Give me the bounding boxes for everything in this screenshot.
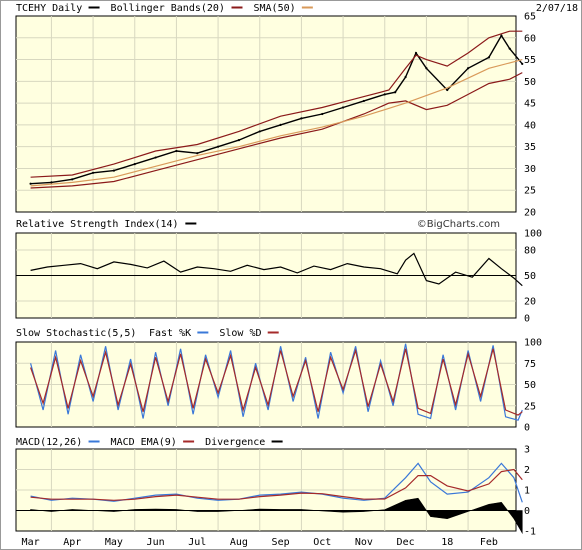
x-tick-label: Sep <box>272 537 290 548</box>
price-data-point <box>521 62 524 66</box>
macd-y-tick-label: 2 <box>524 465 530 476</box>
price-y-tick-label: 60 <box>524 33 536 44</box>
bb_upper-series-line <box>30 30 523 178</box>
x-tick-label: Oct <box>313 537 331 548</box>
x-tick-label: Mar <box>22 537 40 548</box>
price-data-point <box>237 139 241 142</box>
price-y-tick-label: 55 <box>524 55 536 66</box>
price-data-point <box>383 93 386 96</box>
price-y-tick-label: 30 <box>524 164 536 175</box>
macd-y-tick-label: 1 <box>524 486 530 497</box>
price-legend-label: TCEHY Daily <box>16 3 82 14</box>
price-data-point <box>487 56 491 59</box>
macd-y-tick-label: 0 <box>524 506 530 517</box>
price-data-point <box>133 162 136 166</box>
macd-legend-label: MACD EMA(9) <box>111 437 177 448</box>
sma-series-line <box>30 59 523 187</box>
price-data-point <box>362 99 366 103</box>
rsi-y-tick-label: 50 <box>524 271 536 282</box>
price-y-tick-label: 65 <box>524 12 536 23</box>
stoch-legend-label: Slow Stochastic(5,5) <box>16 328 136 339</box>
price-data-point <box>91 171 95 174</box>
price-data-point <box>71 178 74 181</box>
price-series-line <box>30 34 523 185</box>
x-tick-label: Jul <box>188 537 206 548</box>
price-plot-area <box>15 15 517 213</box>
chart-date: 2/07/18 <box>536 3 578 14</box>
price-y-tick-label: 45 <box>524 99 536 110</box>
price-y-tick-label: 50 <box>524 77 536 88</box>
stoch-y-tick-label: 50 <box>524 380 536 391</box>
price-y-tick-label: 25 <box>524 186 536 197</box>
rsi-y-tick-label: 80 <box>524 246 536 257</box>
price-data-point <box>175 149 178 153</box>
price-legend-label: Bollinger Bands(20) <box>111 3 225 14</box>
price-data-point <box>196 152 199 155</box>
price-data-point <box>341 106 345 109</box>
price-y-tick-label: 35 <box>524 142 536 153</box>
price-y-tick-label: 40 <box>524 120 536 131</box>
rsi-y-tick-label: 100 <box>524 229 542 240</box>
macd-legend-label: MACD(12,26) <box>16 437 82 448</box>
x-tick-label: May <box>105 537 123 548</box>
rsi-y-tick-label: 0 <box>524 314 530 325</box>
macd-y-tick-label: 3 <box>524 445 530 456</box>
macd-y-tick-label: -1 <box>524 527 536 538</box>
stoch-y-tick-label: 100 <box>524 338 542 349</box>
price-y-tick-label: 20 <box>524 208 536 219</box>
x-tick-label: Nov <box>355 537 373 548</box>
x-tick-label: Aug <box>230 537 248 548</box>
price-data-point <box>414 51 418 55</box>
price-data-point <box>394 91 397 94</box>
price-data-point <box>258 130 261 133</box>
x-tick-label: 18 <box>441 537 453 548</box>
price-data-point <box>425 67 428 70</box>
stoch-y-tick-label: 75 <box>524 359 536 370</box>
price-data-point <box>154 156 157 159</box>
slowd-series-line <box>30 348 523 416</box>
rsi-legend-label: Relative Strength Index(14) <box>16 219 179 230</box>
stoch-legend-label: Slow %D <box>219 328 261 339</box>
price-data-point <box>508 47 511 50</box>
divergence-area <box>30 497 523 535</box>
price-data-point <box>112 169 116 172</box>
macd_ema-series-line <box>30 468 523 501</box>
price-data-point <box>466 67 470 70</box>
price-data-point <box>446 88 449 92</box>
price-data-point <box>279 123 282 126</box>
x-tick-label: Jun <box>147 537 165 548</box>
price-data-point <box>216 145 220 148</box>
credit-text: ©BigCharts.com <box>417 219 500 230</box>
rsi-y-tick-label: 20 <box>524 297 536 308</box>
price-data-point <box>29 182 32 185</box>
macd-legend-label: Divergence <box>205 437 265 448</box>
price-data-point <box>300 117 303 120</box>
price-legend-label: SMA(50) <box>254 3 296 14</box>
stoch-legend-label: Fast %K <box>149 328 191 339</box>
x-tick-label: Dec <box>397 537 415 548</box>
price-data-point <box>321 112 324 116</box>
stoch-y-tick-label: 25 <box>524 401 536 412</box>
bb_lower-series-line <box>30 72 523 189</box>
price-data-point <box>50 181 53 184</box>
stoch-y-tick-label: 0 <box>524 423 530 434</box>
rsi-series-line <box>30 252 523 287</box>
x-tick-label: Feb <box>480 537 498 548</box>
price-data-point <box>500 34 503 37</box>
x-tick-label: Apr <box>63 537 81 548</box>
price-data-point <box>404 75 407 79</box>
